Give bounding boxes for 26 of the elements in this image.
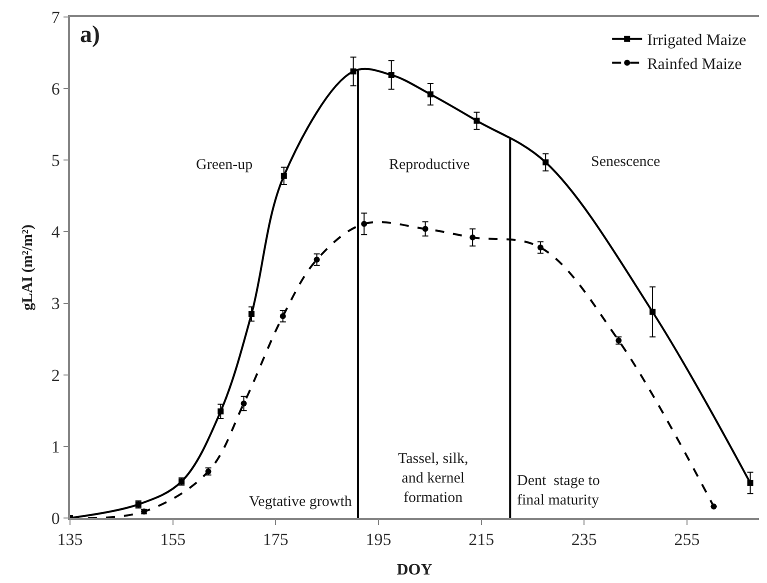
y-tick-label: 3	[51, 294, 60, 314]
y-tick-label: 0	[51, 508, 60, 528]
x-tick-label: 255	[674, 530, 700, 550]
x-tick-label: 175	[262, 530, 288, 550]
y-tick-label: 7	[51, 8, 60, 27]
annotation: Tassel, silk, and kernel formation	[398, 451, 468, 506]
annotation: Reproductive	[389, 157, 470, 173]
legend-label: Irrigated Maize	[647, 32, 746, 50]
x-tick-label: 235	[571, 530, 597, 550]
legend-label: Rainfed Maize	[647, 56, 742, 73]
y-tick-label: 2	[51, 366, 60, 385]
y-tick-label: 5	[51, 151, 60, 170]
annotation: Vegtative growth	[249, 494, 352, 510]
x-tick-label: 215	[468, 530, 494, 550]
x-tick-label: 135	[57, 530, 83, 550]
annotation: a)	[80, 22, 100, 48]
y-tick-label: 4	[51, 222, 60, 242]
annotation: Senescence	[591, 154, 660, 170]
annotation: Dent stage to final maturity	[517, 473, 600, 508]
x-axis-title: DOY	[396, 561, 433, 578]
y-tick-label: 1	[51, 437, 60, 456]
x-tick-label: 155	[160, 530, 186, 550]
annotation: Green-up	[196, 157, 253, 173]
y-tick-label: 6	[51, 80, 60, 99]
y-axis-title: gLAI (m²/m²)	[20, 224, 36, 311]
x-tick-label: 195	[366, 530, 392, 550]
